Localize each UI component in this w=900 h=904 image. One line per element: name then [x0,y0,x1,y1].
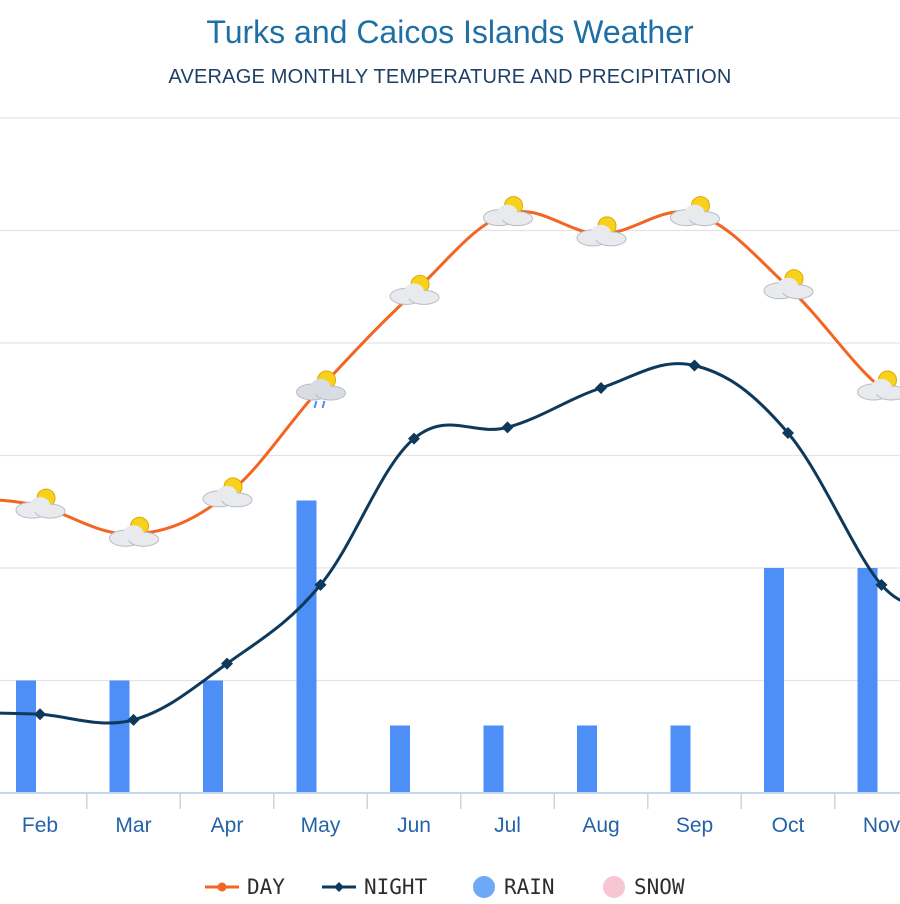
month-label: Feb [22,814,58,837]
cloud-shape [217,486,237,502]
rain-bar [577,726,597,794]
weather-chart: Feb Mar Apr May Jun Jul Aug Sep Oct Nov [0,0,900,860]
x-axis [0,793,900,809]
cloud-shape [498,205,518,221]
month-label: Jun [397,814,431,837]
rain-bar [16,681,36,794]
chart-legend: DAY NIGHT RAIN SNOW [0,870,900,904]
legend-night-label: NIGHT [364,875,427,899]
cloud-shape [685,205,705,221]
legend-day-label: DAY [247,875,285,899]
month-label: Apr [211,814,244,837]
rain-bar [203,681,223,794]
month-label: Oct [772,814,805,837]
legend-rain[interactable]: RAIN [472,870,555,904]
night-line-icon [322,880,356,894]
month-label: Mar [115,814,151,837]
rain-cloud-icon [297,371,346,408]
month-label: Nov [863,814,900,837]
month-label: Sep [676,814,713,837]
day-line [0,211,900,534]
cloud-shape [872,379,892,395]
month-label: May [301,814,341,837]
partly-cloudy-icon [858,371,900,400]
legend-day[interactable]: DAY [205,870,285,904]
legend-rain-label: RAIN [504,875,555,899]
partly-cloudy-icon [203,478,252,507]
partly-cloudy-icon [390,275,439,304]
cloud-shape [591,225,611,241]
month-label: Aug [582,814,619,837]
cloud-shape [30,497,50,513]
rain-drop [323,401,325,408]
day-series [0,211,900,534]
rain-bar [297,501,317,794]
x-axis-labels: Feb Mar Apr May Jun Jul Aug Sep Oct Nov [22,814,900,837]
night-point [502,421,514,433]
rain-bar [390,726,410,794]
legend-snow-label: SNOW [634,875,685,899]
partly-cloudy-icon [16,489,65,518]
cloud-shape [124,525,144,541]
legend-snow[interactable]: SNOW [602,870,685,904]
rain-bar [671,726,691,794]
cloud-shape [778,278,798,294]
partly-cloudy-icon [671,197,720,226]
rain-bar [858,568,878,793]
rain-bar [484,726,504,794]
rain-drop [315,401,317,408]
month-label: Jul [494,814,521,837]
night-point [689,360,701,372]
cloud-shape [404,283,424,299]
day-line-icon [205,880,239,894]
night-point [595,382,607,394]
rain-dot-icon [472,875,496,899]
rain-bar [110,681,130,794]
legend-night[interactable]: NIGHT [322,870,427,904]
rain-bar [764,568,784,793]
cloud-shape [311,379,331,395]
partly-cloudy-icon [764,270,813,299]
snow-dot-icon [602,875,626,899]
